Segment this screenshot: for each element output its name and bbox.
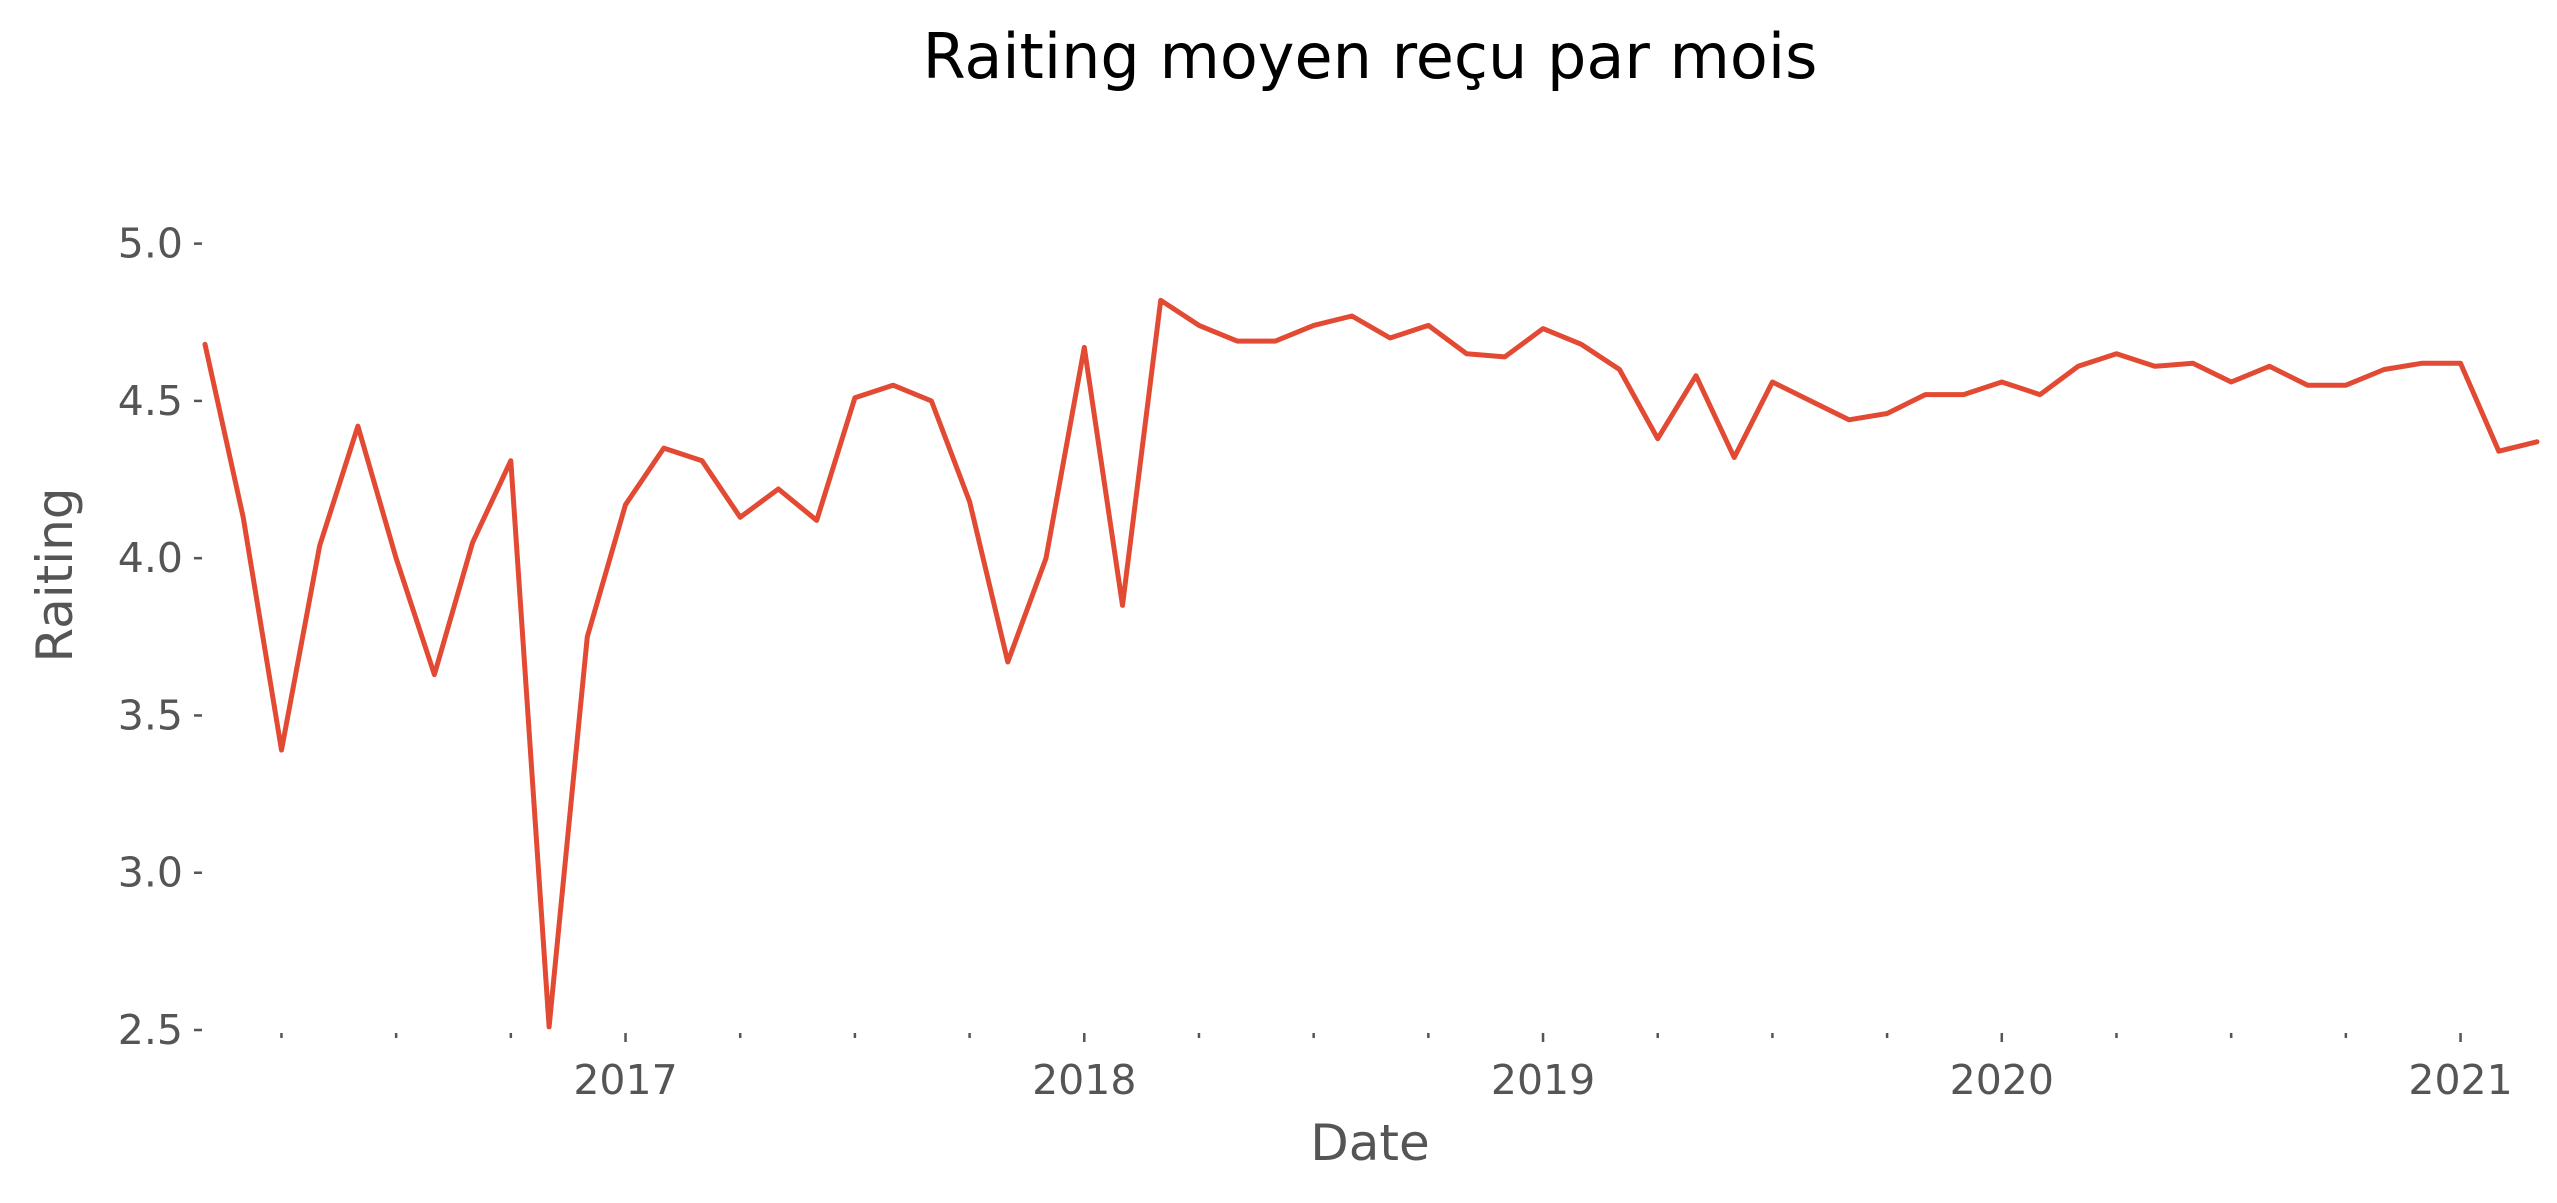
x-tick-label: 2019 <box>1491 1056 1595 1104</box>
y-tick-label: 4.0 <box>118 534 183 582</box>
x-tick-label: 2018 <box>1032 1056 1136 1104</box>
series-line <box>202 297 2540 1030</box>
y-tick-label: 4.5 <box>118 377 183 425</box>
y-tick-label: 5.0 <box>118 220 183 268</box>
x-axis-label: Date <box>1310 1114 1430 1172</box>
y-axis-ticks: 2.5 3.0 3.5 4.0 4.5 5.0 <box>118 220 202 1054</box>
y-tick-label: 3.0 <box>118 849 183 897</box>
x-axis-ticks: 2017 2018 2019 2020 2021 <box>280 1033 2513 1104</box>
x-tick-label: 2021 <box>2408 1056 2512 1104</box>
series-group <box>202 297 2540 1030</box>
x-tick-label: 2017 <box>573 1056 677 1104</box>
chart-title: Raiting moyen reçu par mois <box>923 20 1818 93</box>
x-tick-label: 2020 <box>1950 1056 2054 1104</box>
y-tick-label: 3.5 <box>118 691 183 739</box>
y-axis-label: Raiting <box>26 487 84 662</box>
y-tick-label: 2.5 <box>118 1006 183 1054</box>
